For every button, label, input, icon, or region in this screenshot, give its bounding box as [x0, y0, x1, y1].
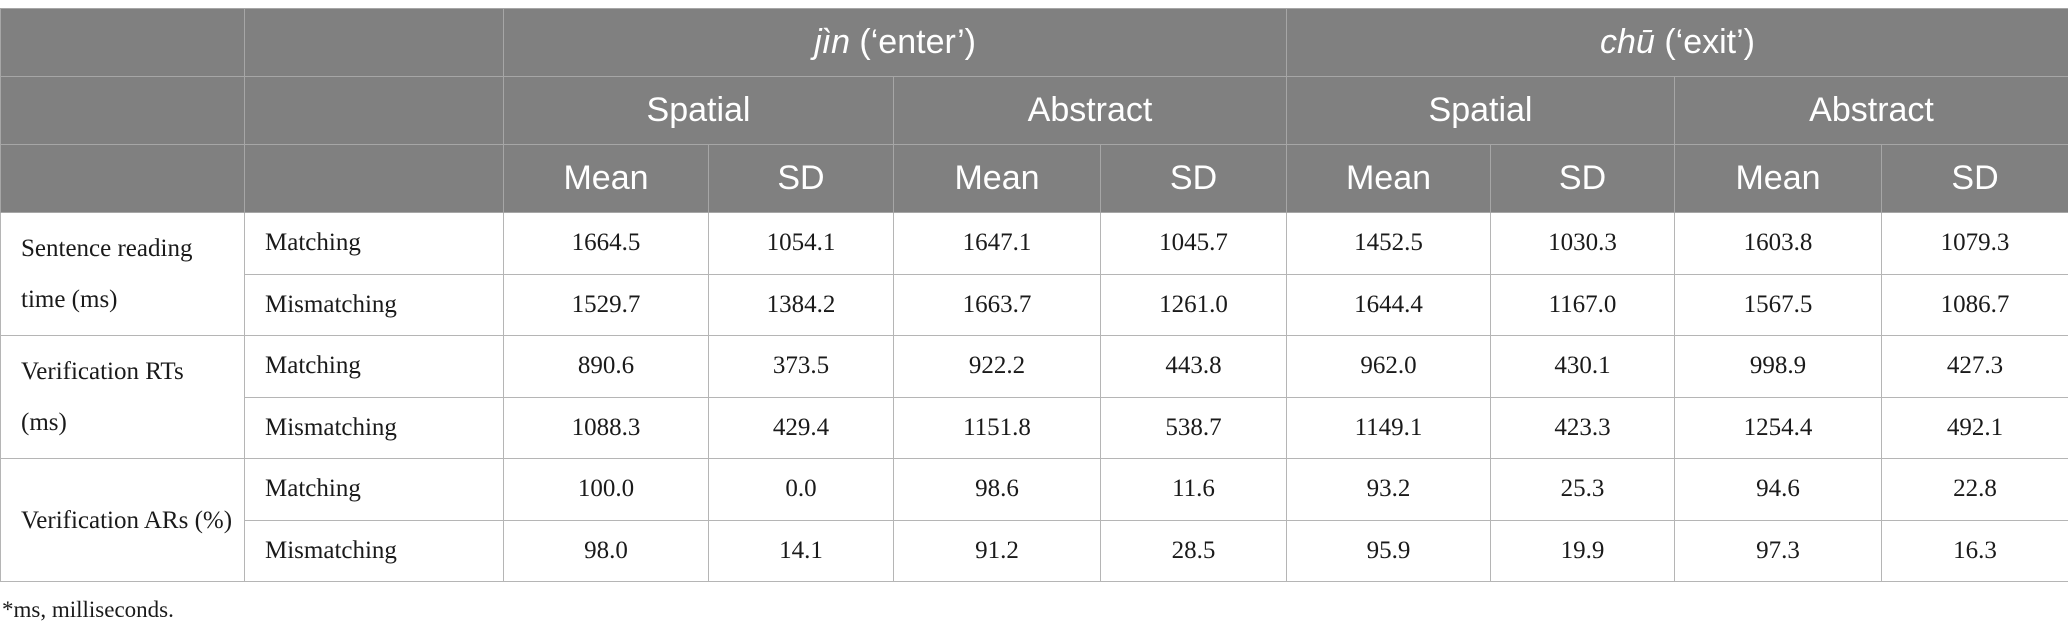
header-chu-abstract: Abstract — [1674, 76, 2068, 145]
value-cell: 1261.0 — [1099, 273, 1288, 336]
value-cell: 1088.3 — [503, 396, 709, 459]
value-cell: 14.1 — [708, 519, 894, 582]
header-blank-cell — [244, 144, 504, 213]
header-jin-spatial: Spatial — [503, 76, 894, 145]
value-cell: 19.9 — [1490, 519, 1676, 582]
header-verb-jin: jìn (‘enter’) — [502, 8, 1288, 77]
value-cell: 25.3 — [1490, 458, 1676, 521]
value-cell: 94.6 — [1674, 458, 1883, 521]
condition-label: Mismatching — [244, 396, 504, 459]
header-chu-spatial: Spatial — [1286, 76, 1676, 145]
condition-label: Matching — [244, 458, 504, 521]
value-cell: 93.2 — [1286, 458, 1492, 521]
condition-label: Matching — [244, 212, 504, 275]
results-table: jìn (‘enter’) chū (‘exit’) Spatial Abstr… — [0, 8, 2068, 582]
header-jin-abstract: Abstract — [892, 76, 1288, 145]
header-blank-cell — [244, 8, 504, 77]
measure-label: Verification ARs (%) — [0, 458, 245, 582]
header-sd: SD — [708, 144, 894, 213]
table-row: Verification RTs (ms) Matching 890.6 373… — [0, 335, 2068, 459]
measure-label: Sentence reading time (ms) — [0, 212, 245, 336]
table-row: Mismatching 1529.7 1384.2 1663.7 1261.0 … — [1, 273, 2068, 336]
value-cell: 429.4 — [708, 396, 894, 459]
header-mean: Mean — [503, 144, 709, 213]
table-body: Sentence reading time (ms) Matching 1664… — [0, 212, 2068, 582]
value-cell: 91.2 — [893, 519, 1101, 582]
measure-label: Verification RTs (ms) — [0, 335, 245, 459]
value-cell: 1664.5 — [503, 212, 709, 275]
value-cell: 22.8 — [1881, 458, 2068, 521]
value-cell: 1079.3 — [1881, 212, 2068, 275]
header-mean: Mean — [1286, 144, 1492, 213]
value-cell: 443.8 — [1099, 335, 1288, 398]
value-cell: 998.9 — [1674, 335, 1883, 398]
value-cell: 16.3 — [1881, 519, 2068, 582]
table-row: Mismatching 1088.3 429.4 1151.8 538.7 11… — [1, 396, 2068, 459]
value-cell: 373.5 — [708, 335, 894, 398]
value-cell: 1045.7 — [1099, 212, 1288, 275]
value-cell: 1167.0 — [1490, 273, 1676, 336]
condition-label: Matching — [244, 335, 504, 398]
value-cell: 1254.4 — [1674, 396, 1883, 459]
header-mean: Mean — [893, 144, 1101, 213]
header-blank-cell — [0, 76, 245, 145]
value-cell: 1151.8 — [893, 396, 1101, 459]
value-cell: 98.6 — [893, 458, 1101, 521]
value-cell: 1030.3 — [1490, 212, 1676, 275]
value-cell: 1567.5 — [1674, 273, 1883, 336]
value-cell: 100.0 — [503, 458, 709, 521]
value-cell: 98.0 — [503, 519, 709, 582]
value-cell: 1644.4 — [1286, 273, 1492, 336]
value-cell: 922.2 — [893, 335, 1101, 398]
header-sd: SD — [1490, 144, 1676, 213]
verb-jin-gloss: (‘enter’) — [849, 23, 976, 61]
header-blank-cell — [0, 8, 245, 77]
table-container: jìn (‘enter’) chū (‘exit’) Spatial Abstr… — [0, 8, 2068, 582]
value-cell: 1647.1 — [893, 212, 1101, 275]
header-sd: SD — [1881, 144, 2068, 213]
header-row-verbs: jìn (‘enter’) chū (‘exit’) — [0, 8, 2068, 77]
value-cell: 492.1 — [1881, 396, 2068, 459]
value-cell: 95.9 — [1286, 519, 1492, 582]
value-cell: 11.6 — [1099, 458, 1288, 521]
value-cell: 1149.1 — [1286, 396, 1492, 459]
header-row-types: Spatial Abstract Spatial Abstract — [0, 76, 2068, 145]
value-cell: 430.1 — [1490, 335, 1676, 398]
value-cell: 890.6 — [503, 335, 709, 398]
table-row: Sentence reading time (ms) Matching 1664… — [0, 212, 2068, 336]
value-cell: 28.5 — [1099, 519, 1288, 582]
value-cell: 427.3 — [1881, 335, 2068, 398]
value-cell: 1384.2 — [708, 273, 894, 336]
header-blank-cell — [244, 76, 504, 145]
value-cell: 1054.1 — [708, 212, 894, 275]
value-cell: 0.0 — [708, 458, 894, 521]
value-cell: 97.3 — [1674, 519, 1883, 582]
value-cell: 1452.5 — [1286, 212, 1492, 275]
header-mean: Mean — [1674, 144, 1883, 213]
table-row: Verification ARs (%) Matching 100.0 0.0 … — [0, 458, 2068, 582]
value-cell: 1663.7 — [893, 273, 1101, 336]
value-cell: 962.0 — [1286, 335, 1492, 398]
value-cell: 1086.7 — [1881, 273, 2068, 336]
value-cell: 423.3 — [1490, 396, 1676, 459]
table-row: Mismatching 98.0 14.1 91.2 28.5 95.9 19.… — [1, 519, 2068, 582]
table-footnote: *ms, milliseconds. — [2, 597, 174, 622]
header-row-stats: Mean SD Mean SD Mean SD Mean SD — [0, 144, 2068, 213]
value-cell: 538.7 — [1099, 396, 1288, 459]
condition-label: Mismatching — [244, 273, 504, 336]
value-cell: 1529.7 — [503, 273, 709, 336]
verb-jin-word: jìn — [814, 23, 850, 61]
condition-label: Mismatching — [244, 519, 504, 582]
table-header: jìn (‘enter’) chū (‘exit’) Spatial Abstr… — [0, 8, 2068, 213]
verb-chu-word: chū — [1600, 23, 1655, 61]
value-cell: 1603.8 — [1674, 212, 1883, 275]
verb-chu-gloss: (‘exit’) — [1654, 23, 1755, 61]
header-verb-chu: chū (‘exit’) — [1286, 8, 2068, 77]
header-sd: SD — [1099, 144, 1288, 213]
header-blank-cell — [0, 144, 245, 213]
